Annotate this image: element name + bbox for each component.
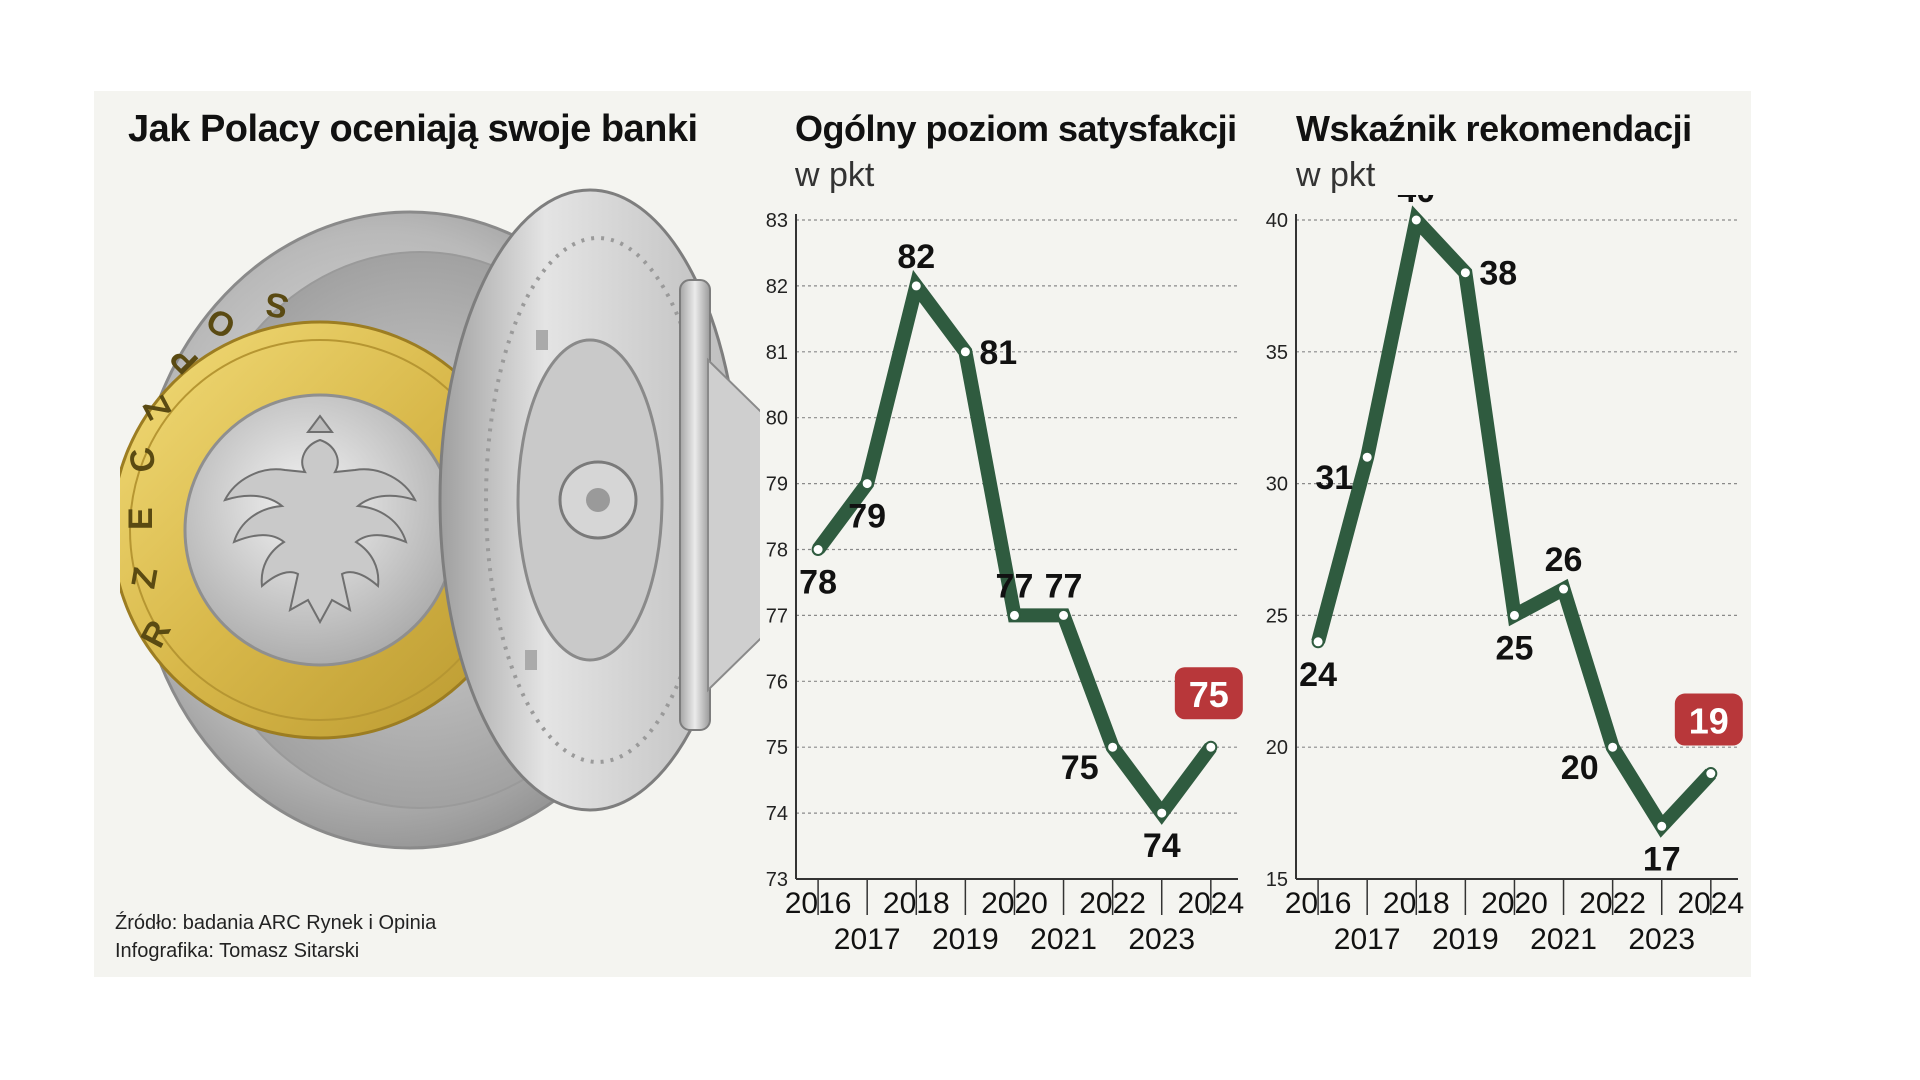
satisfaction-x-tick-label: 2019 (932, 923, 999, 956)
recommendation-x-tick-label: 2024 (1677, 887, 1744, 920)
satisfaction-data-point (1007, 608, 1021, 622)
satisfaction-data-point (1106, 740, 1120, 754)
satisfaction-chart-title: Ogólny poziom satysfakcji (795, 108, 1237, 149)
satisfaction-data-label: 74 (1143, 827, 1181, 865)
coin-in-open-bank-vault-illustration: R Z E C Z P O S (120, 188, 760, 850)
recommendation-y-tick-label: 30 (1266, 474, 1288, 496)
satisfaction-y-tick-label: 79 (766, 474, 788, 496)
satisfaction-y-tick-label: 81 (766, 342, 788, 364)
satisfaction-x-tick-label: 2018 (883, 887, 950, 920)
recommendation-data-label: 20 (1561, 749, 1599, 787)
satisfaction-x-tick-label: 2016 (785, 887, 852, 920)
satisfaction-highlight-label: 75 (1189, 674, 1229, 715)
satisfaction-data-label: 77 (996, 567, 1034, 605)
satisfaction-x-tick-label: 2021 (1030, 923, 1097, 956)
recommendation-y-tick-label: 15 (1266, 869, 1288, 891)
satisfaction-line-chart: 7374757677787980818283201620172018201920… (766, 210, 1244, 956)
satisfaction-y-tick-label: 82 (766, 276, 788, 298)
satisfaction-x-tick-label: 2022 (1079, 887, 1146, 920)
recommendation-y-tick-label: 20 (1266, 737, 1288, 759)
satisfaction-x-tick-label: 2017 (834, 923, 901, 956)
satisfaction-y-tick-label: 80 (766, 408, 788, 430)
recommendation-data-label: 40 (1397, 195, 1435, 210)
recommendation-y-tick-label: 25 (1266, 605, 1288, 627)
satisfaction-data-point (1057, 608, 1071, 622)
recommendation-series-line (1311, 205, 1716, 838)
satisfaction-x-tick-label: 2020 (981, 887, 1048, 920)
recommendation-data-label: 31 (1315, 459, 1353, 497)
credit-text: Infografika: Tomasz Sitarski (115, 940, 360, 962)
recommendation-data-point (1360, 450, 1374, 464)
satisfaction-y-tick-label: 83 (766, 210, 788, 232)
satisfaction-data-point (811, 543, 825, 556)
satisfaction-y-tick-label: 74 (766, 803, 788, 825)
recommendation-y-tick-label: 40 (1266, 210, 1288, 232)
satisfaction-data-point (909, 279, 923, 293)
recommendation-data-label: 26 (1545, 541, 1583, 579)
satisfaction-highlight-badge (1174, 667, 1243, 720)
satisfaction-data-label: 79 (848, 498, 886, 536)
recommendation-data-point (1458, 266, 1472, 280)
recommendation-data-label: 25 (1496, 629, 1534, 667)
recommendation-y-tick-label: 35 (1266, 342, 1288, 364)
satisfaction-chart-unit: w pkt (795, 156, 875, 194)
satisfaction-y-tick-label: 77 (766, 605, 788, 627)
recommendation-x-tick-label: 2021 (1530, 923, 1597, 956)
recommendation-x-tick-label: 2017 (1334, 923, 1401, 956)
satisfaction-x-tick-label: 2023 (1128, 923, 1195, 956)
recommendation-data-point (1557, 582, 1571, 596)
recommendation-x-tick-label: 2020 (1481, 887, 1548, 920)
satisfaction-data-point (1155, 806, 1169, 820)
recommendation-x-tick-label: 2016 (1285, 887, 1352, 920)
satisfaction-data-label: 77 (1045, 567, 1083, 605)
recommendation-x-tick-label: 2018 (1383, 887, 1450, 920)
source-text: Źródło: badania ARC Rynek i Opinia (115, 912, 437, 934)
satisfaction-y-tick-label: 75 (766, 737, 788, 759)
recommendation-chart-title: Wskaźnik rekomendacji (1296, 108, 1692, 149)
satisfaction-y-tick-label: 73 (766, 869, 788, 891)
satisfaction-x-tick-label: 2024 (1177, 887, 1244, 920)
recommendation-x-tick-label: 2022 (1579, 887, 1646, 920)
satisfaction-data-label: 81 (979, 334, 1017, 372)
recommendation-highlight-label: 19 (1689, 701, 1729, 742)
recommendation-data-label: 17 (1643, 840, 1681, 878)
satisfaction-data-label: 78 (799, 564, 837, 602)
recommendation-highlight-badge (1674, 693, 1743, 746)
recommendation-data-point (1704, 767, 1718, 781)
recommendation-line-chart: 1520253035402016201720182019202020212022… (1266, 195, 1744, 956)
recommendation-data-point (1409, 213, 1423, 227)
recommendation-data-point (1655, 819, 1669, 833)
recommendation-data-label: 24 (1299, 656, 1337, 694)
satisfaction-data-point (860, 477, 874, 491)
satisfaction-data-point (958, 345, 972, 359)
satisfaction-data-label: 82 (897, 238, 935, 276)
recommendation-data-point (1311, 635, 1325, 649)
recommendation-x-tick-label: 2019 (1432, 923, 1499, 956)
recommendation-data-point (1606, 740, 1620, 754)
svg-text:E: E (122, 507, 160, 530)
infographic-title: Jak Polacy oceniają swoje banki (128, 108, 698, 150)
recommendation-chart-unit: w pkt (1296, 156, 1376, 194)
satisfaction-data-point (1204, 740, 1218, 754)
satisfaction-y-tick-label: 78 (766, 540, 788, 562)
recommendation-data-point (1507, 608, 1521, 622)
recommendation-x-tick-label: 2023 (1628, 923, 1695, 956)
satisfaction-data-label: 75 (1061, 749, 1099, 787)
satisfaction-y-tick-label: 76 (766, 671, 788, 693)
recommendation-data-label: 38 (1479, 255, 1517, 293)
